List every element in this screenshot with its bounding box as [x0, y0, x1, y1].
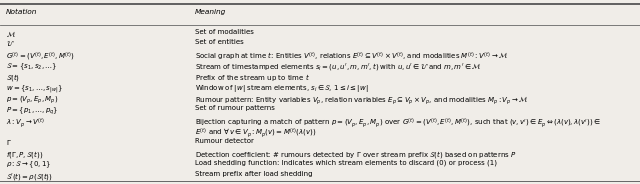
Text: Detection coefficient: # rumours detected by $\Gamma$ over stream prefix $\mathc: Detection coefficient: # rumours detecte…	[195, 149, 517, 160]
Text: Set of entities: Set of entities	[195, 40, 244, 45]
Text: $G^{(t)}=(V^{(t)},E^{(t)},M^{(t)})$: $G^{(t)}=(V^{(t)},E^{(t)},M^{(t)})$	[6, 50, 75, 62]
Text: $\Gamma$: $\Gamma$	[6, 138, 12, 147]
Text: Set of rumour patterns: Set of rumour patterns	[195, 105, 275, 111]
Text: Social graph at time $t$: Entities $V^{(t)}$, relations $E^{(t)}\subseteq V^{(t): Social graph at time $t$: Entities $V^{(…	[195, 50, 508, 62]
Text: Set of modalities: Set of modalities	[195, 29, 254, 35]
Text: $f(\Gamma,P,\mathcal{S}(t))$: $f(\Gamma,P,\mathcal{S}(t))$	[6, 149, 43, 160]
Text: Stream of timestamped elements $s_i=(u,u',m,m',t)$ with $u,u'\in\mathcal{U}$ and: Stream of timestamped elements $s_i=(u,u…	[195, 61, 481, 72]
Text: Stream prefix after load shedding: Stream prefix after load shedding	[195, 171, 313, 177]
Text: Window of $|w|$ stream elements, $s_i\in\mathcal{S}$, $1\leq i\leq|w|$: Window of $|w|$ stream elements, $s_i\in…	[195, 83, 369, 94]
Text: $E^{(t)}$ and $\forall\, v\in V_p: M_p(v)=M^{(t)}(\lambda(v))$: $E^{(t)}$ and $\forall\, v\in V_p: M_p(v…	[195, 127, 316, 140]
Text: Load shedding function: Indicates which stream elements to discard (0) or proces: Load shedding function: Indicates which …	[195, 160, 497, 166]
Text: Meaning: Meaning	[195, 9, 227, 15]
Text: $w=\{s_1,\ldots,s_{|w|}\}$: $w=\{s_1,\ldots,s_{|w|}\}$	[6, 83, 63, 95]
Text: $p=(V_p,E_p,M_p)$: $p=(V_p,E_p,M_p)$	[6, 94, 58, 106]
Text: Prefix of the stream up to time $t$: Prefix of the stream up to time $t$	[195, 72, 310, 83]
Text: $\mathcal{M}$: $\mathcal{M}$	[6, 29, 15, 38]
Text: Notation: Notation	[6, 9, 37, 15]
Text: $\mathcal{S}(t)$: $\mathcal{S}(t)$	[6, 72, 20, 83]
Text: Rumour pattern: Entity variables $V_p$, relation variables $E_p\subseteq V_p\tim: Rumour pattern: Entity variables $V_p$, …	[195, 94, 529, 107]
Text: $\mathcal{S}=\{s_1,s_2,\ldots\}$: $\mathcal{S}=\{s_1,s_2,\ldots\}$	[6, 61, 57, 72]
Text: $\mathcal{S}'(t)=\rho(\mathcal{S}(t))$: $\mathcal{S}'(t)=\rho(\mathcal{S}(t))$	[6, 171, 52, 182]
Text: $\mathcal{U}$: $\mathcal{U}$	[6, 40, 14, 48]
Text: $\rho:\mathcal{S}\rightarrow\{0,1\}$: $\rho:\mathcal{S}\rightarrow\{0,1\}$	[6, 160, 51, 170]
Text: $\lambda: V_p\rightarrow V^{(t)}$: $\lambda: V_p\rightarrow V^{(t)}$	[6, 116, 45, 130]
Text: Rumour detector: Rumour detector	[195, 138, 254, 144]
Text: $P=\{p_1,\ldots,p_q\}$: $P=\{p_1,\ldots,p_q\}$	[6, 105, 58, 116]
Text: Bijection capturing a match of pattern $p=(V_p,E_p,M_p)$ over $G^{(t)}=(V^{(t)},: Bijection capturing a match of pattern $…	[195, 116, 601, 130]
